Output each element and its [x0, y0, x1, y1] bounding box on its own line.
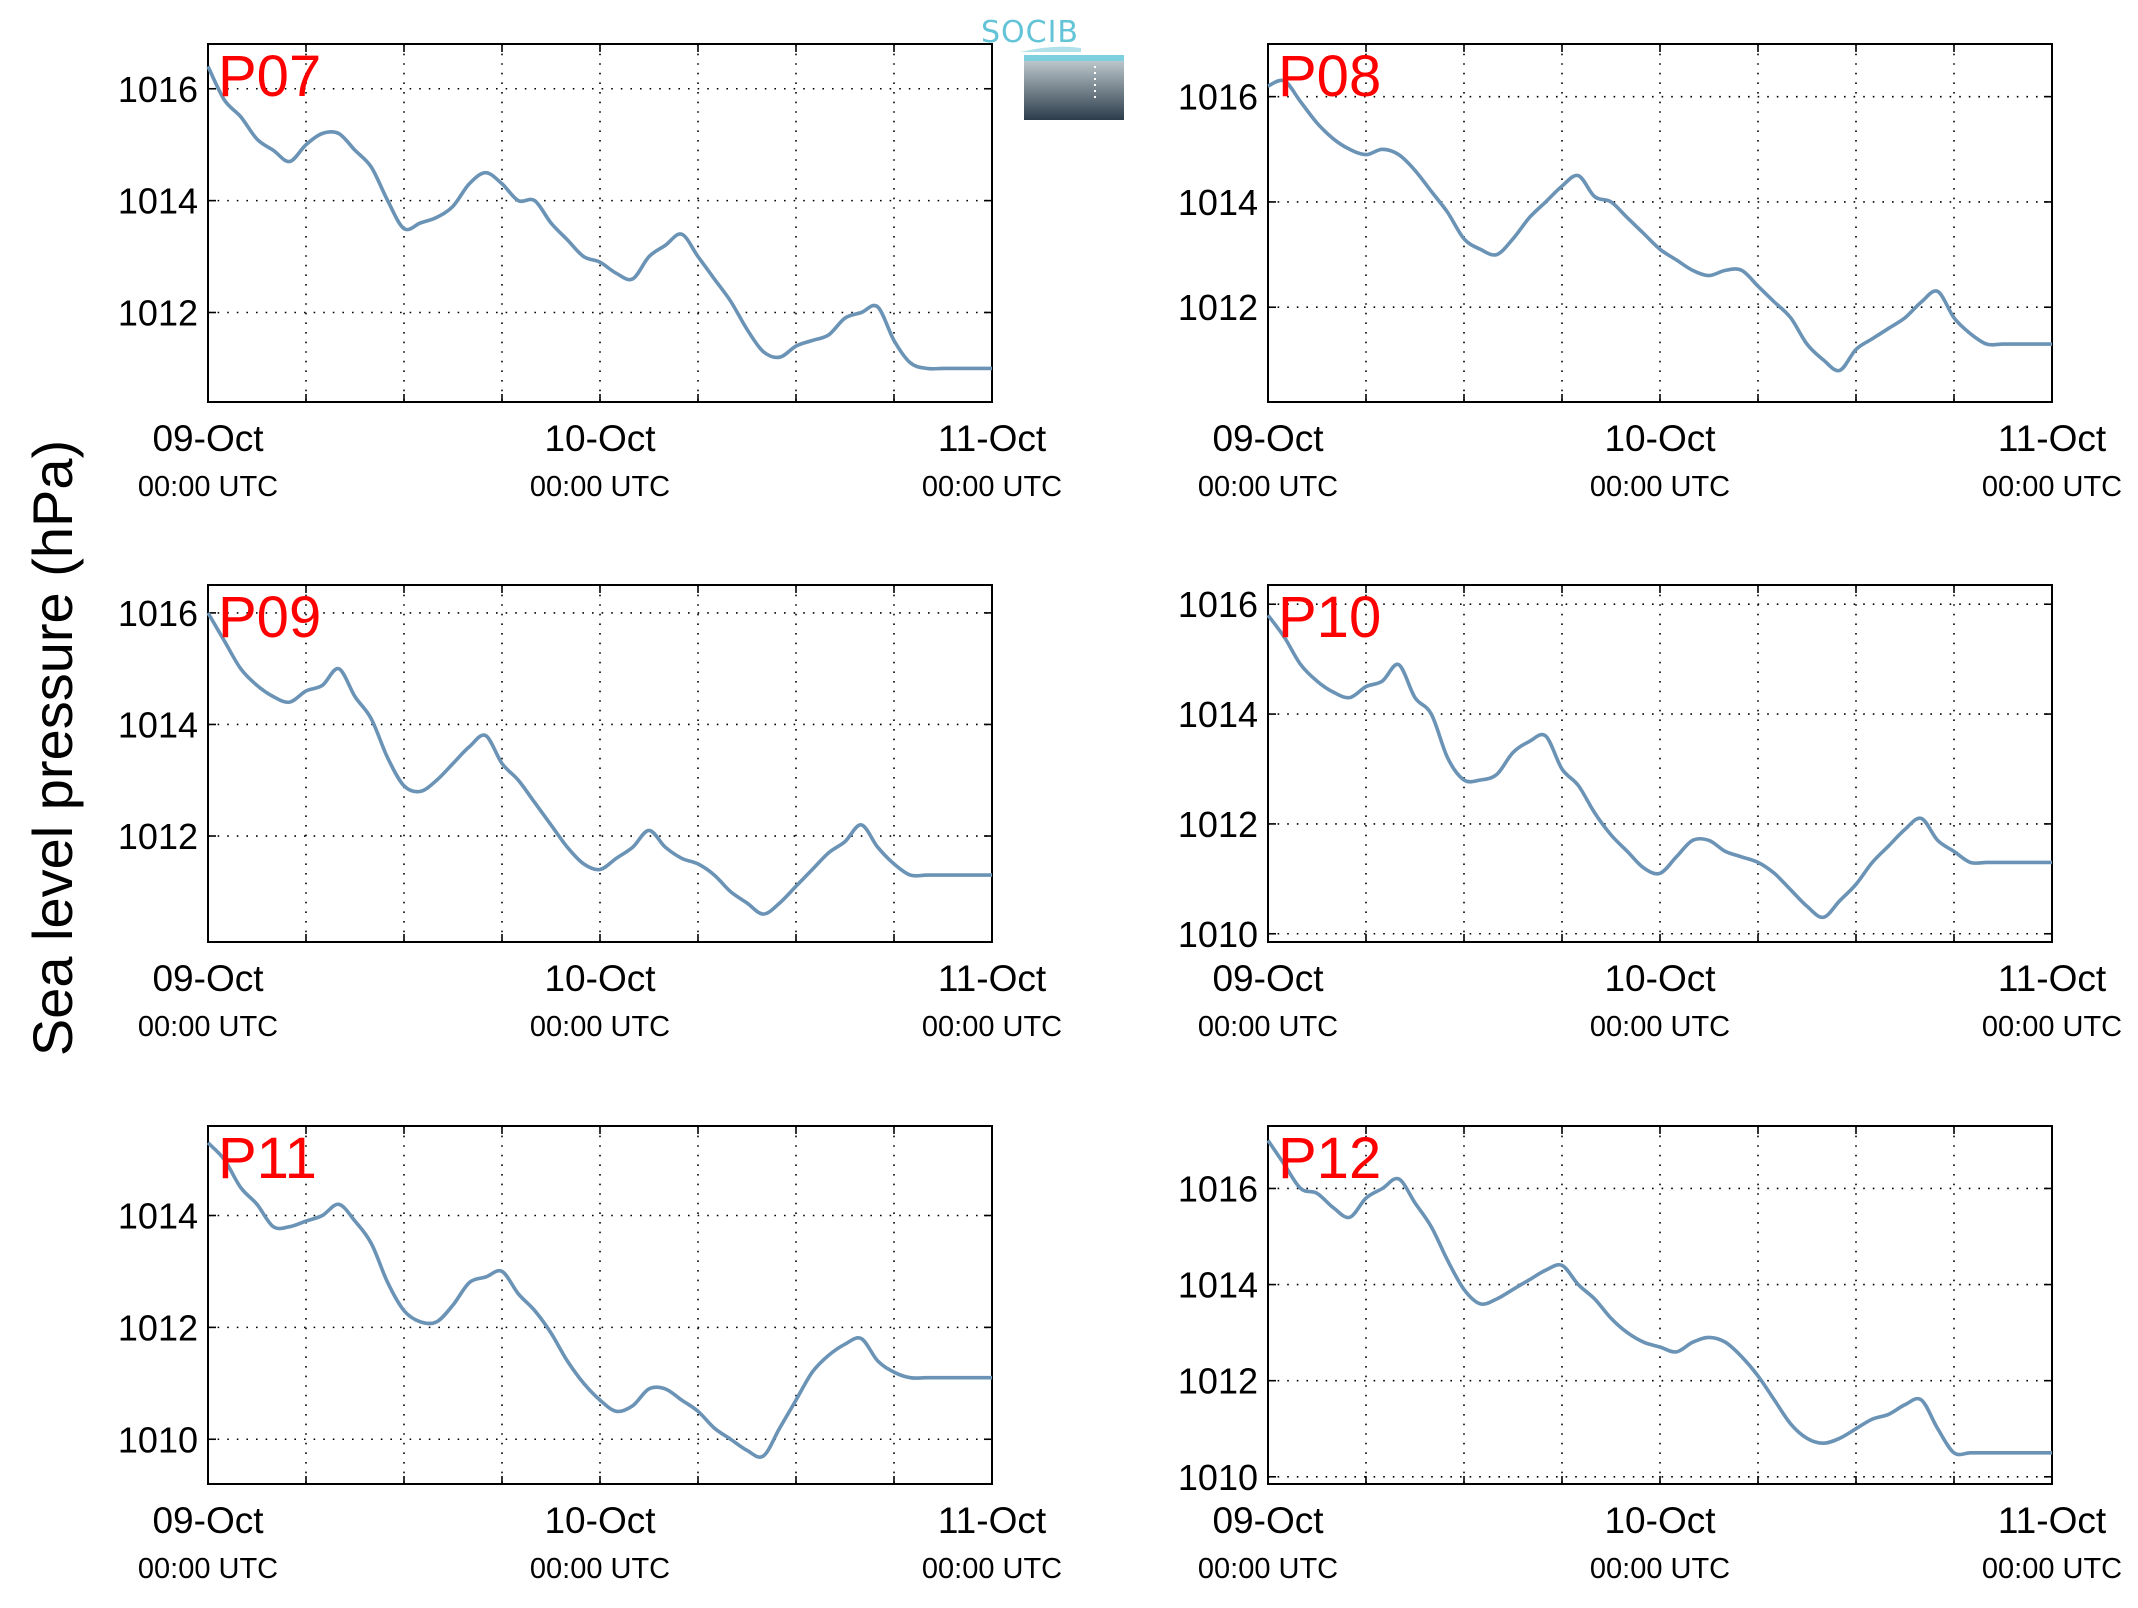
plot-area — [207, 43, 993, 403]
y-tick-label: 1012 — [1178, 804, 1258, 845]
series-line — [206, 611, 992, 916]
panel-p09: 1012 1014 1016 09-Oct 00:00 UTC 10-Oct 00:00 U… — [118, 584, 1062, 1043]
series-line — [1266, 614, 2052, 920]
x-tick-sublabel: 00:00 UTC — [530, 1011, 670, 1043]
x-tick-sublabel: 00:00 UTC — [1590, 1553, 1730, 1585]
y-tick-label: 1012 — [1178, 1361, 1258, 1402]
y-tick-label: 1014 — [118, 704, 198, 745]
x-tick-sublabel: 00:00 UTC — [1198, 1011, 1338, 1043]
x-tick-sublabel: 00:00 UTC — [922, 471, 1062, 503]
plot-area — [1267, 43, 2053, 403]
y-tick-label: 1014 — [1178, 1265, 1258, 1306]
x-tick-label: 10-Oct — [544, 958, 656, 999]
y-tick-label: 1014 — [1178, 182, 1258, 223]
x-tick-sublabel: 00:00 UTC — [922, 1011, 1062, 1043]
x-tick-label: 10-Oct — [1604, 1500, 1716, 1541]
y-tick-label: 1012 — [118, 816, 198, 857]
y-tick-label: 1012 — [1178, 287, 1258, 328]
y-tick-label: 1014 — [118, 181, 198, 222]
x-tick-sublabel: 00:00 UTC — [1198, 471, 1338, 503]
y-tick-label: 1010 — [118, 1419, 198, 1460]
x-tick-label: 11-Oct — [938, 418, 1047, 459]
y-tick-label: 1016 — [1178, 1168, 1258, 1209]
x-tick-label: 11-Oct — [1998, 1500, 2107, 1541]
plot-area — [207, 1125, 993, 1485]
y-tick-label: 1014 — [1178, 694, 1258, 735]
panel-p11: 1010 1012 1014 09-Oct 00:00 UTC 10-Oct 00:00 U… — [118, 1125, 1062, 1585]
y-tick-label: 1014 — [118, 1196, 198, 1237]
x-tick-label: 10-Oct — [1604, 958, 1716, 999]
plot-area — [207, 584, 993, 943]
y-tick-label: 1010 — [1178, 914, 1258, 955]
plot-area — [1267, 584, 2053, 943]
x-tick-label: 11-Oct — [1998, 418, 2107, 459]
figure-ylabel: Sea level pressure (hPa) — [21, 440, 84, 1056]
y-tick-label: 1016 — [1178, 584, 1258, 625]
x-tick-label: 10-Oct — [544, 418, 656, 459]
panel-p12: 1010 1012 1014 1016 09-Oct 00:00 UTC 10-Oct 00:… — [1178, 1125, 2122, 1585]
panels: 1012 1014 1016 09-Oct 00:00 UTC 10-Oct 00:00 U… — [118, 43, 2122, 1585]
x-tick-sublabel: 00:00 UTC — [1590, 471, 1730, 503]
panel-p10: 1010 1012 1014 1016 09-Oct 00:00 UTC 10-Oct 00:… — [1178, 584, 2122, 1043]
panel-label: P08 — [1278, 44, 1381, 109]
x-tick-label: 10-Oct — [1604, 418, 1716, 459]
x-tick-sublabel: 00:00 UTC — [1982, 1553, 2122, 1585]
series-line — [1267, 78, 2052, 373]
x-tick-sublabel: 00:00 UTC — [138, 471, 278, 503]
panel-label: P07 — [218, 44, 321, 109]
plot-area — [1267, 1125, 2053, 1485]
x-tick-label: 09-Oct — [152, 418, 264, 459]
x-tick-sublabel: 00:00 UTC — [1590, 1011, 1730, 1043]
panel-p07: 1012 1014 1016 09-Oct 00:00 UTC 10-Oct 00:00 U… — [118, 43, 1062, 503]
x-tick-label: 09-Oct — [1212, 1500, 1324, 1541]
y-tick-label: 1012 — [118, 1307, 198, 1348]
x-tick-sublabel: 00:00 UTC — [138, 1011, 278, 1043]
x-tick-label: 10-Oct — [544, 1500, 656, 1541]
x-tick-label: 09-Oct — [152, 958, 264, 999]
x-tick-sublabel: 00:00 UTC — [138, 1553, 278, 1585]
x-tick-label: 09-Oct — [152, 1500, 264, 1541]
x-tick-sublabel: 00:00 UTC — [1982, 1011, 2122, 1043]
y-tick-label: 1012 — [118, 293, 198, 334]
x-tick-sublabel: 00:00 UTC — [530, 1553, 670, 1585]
x-tick-label: 11-Oct — [938, 958, 1047, 999]
series-line — [1266, 1139, 2052, 1457]
x-tick-sublabel: 00:00 UTC — [1982, 471, 2122, 503]
panel-p08: 1012 1014 1016 09-Oct 00:00 UTC 10-Oct 00:00 U… — [1178, 43, 2122, 503]
x-tick-label: 11-Oct — [938, 1500, 1047, 1541]
series-line — [206, 1141, 992, 1459]
x-tick-label: 11-Oct — [1998, 958, 2107, 999]
x-tick-label: 09-Oct — [1212, 958, 1324, 999]
panel-label: P11 — [218, 1126, 317, 1191]
y-tick-label: 1016 — [118, 69, 198, 110]
series-line — [206, 65, 992, 371]
y-tick-label: 1016 — [1178, 77, 1258, 118]
x-tick-sublabel: 00:00 UTC — [530, 471, 670, 503]
panel-label: P12 — [1278, 1126, 1381, 1191]
x-tick-label: 09-Oct — [1212, 418, 1324, 459]
x-tick-sublabel: 00:00 UTC — [1198, 1553, 1338, 1585]
socib-logo: SOCIB — [981, 15, 1124, 120]
panel-label: P10 — [1278, 585, 1381, 650]
logo-text: SOCIB — [981, 15, 1079, 50]
y-tick-label: 1010 — [1178, 1457, 1258, 1498]
x-tick-sublabel: 00:00 UTC — [922, 1553, 1062, 1585]
y-tick-label: 1016 — [118, 593, 198, 634]
panel-label: P09 — [218, 585, 321, 650]
